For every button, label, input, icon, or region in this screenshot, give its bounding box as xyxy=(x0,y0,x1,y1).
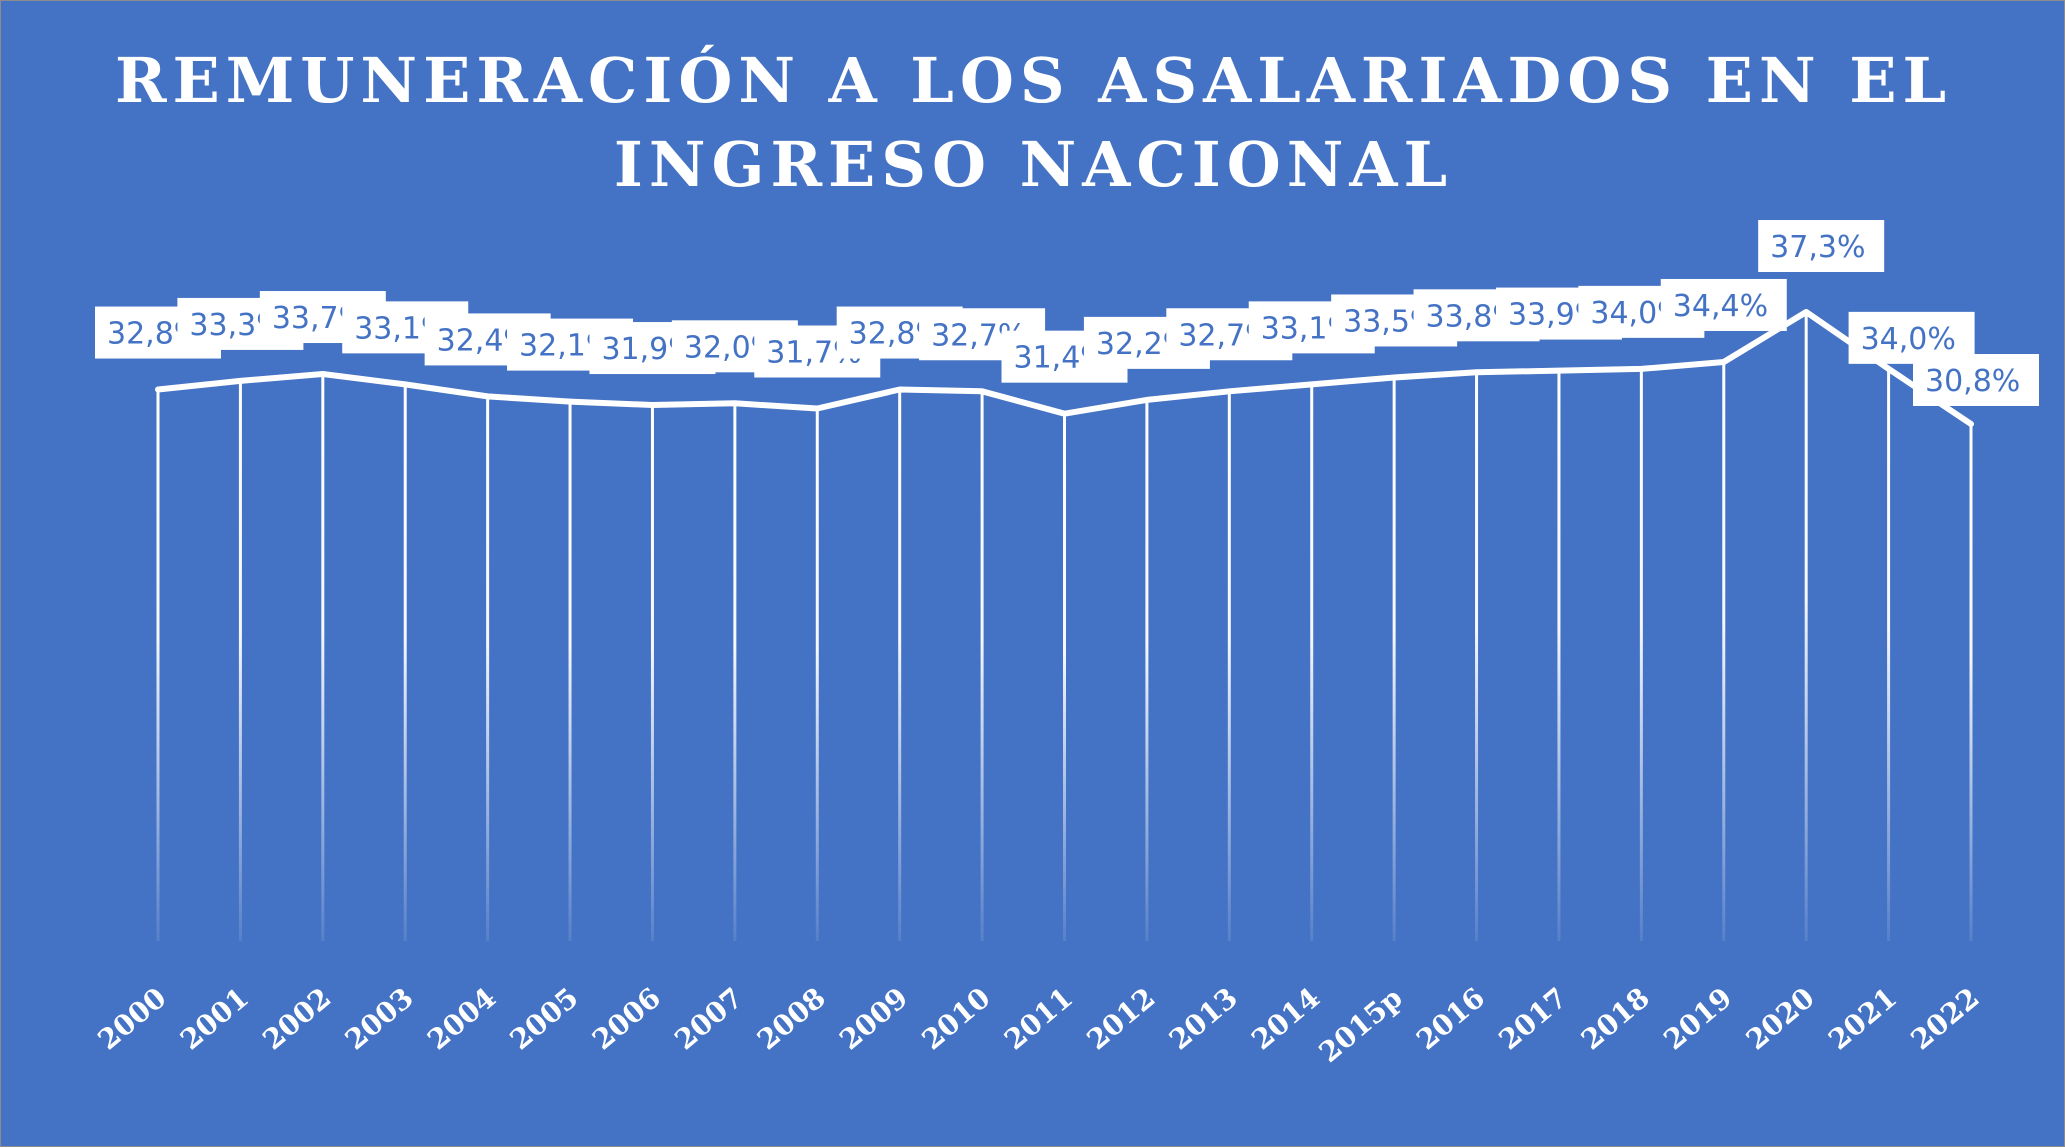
x-tick-label-2015p: 2015p xyxy=(1313,981,1409,1069)
category-axis: 2000 2001 2002 2003 2004 2005 2006 2007 2008 2009… xyxy=(92,981,1986,1069)
x-tick-label-2005: 2005 xyxy=(504,981,585,1056)
chart-title-line-2: INGRESO NACIONAL xyxy=(613,128,1454,201)
x-tick-label-2020: 2020 xyxy=(1740,981,1821,1056)
data-label-text: 37,3% xyxy=(1770,230,1865,265)
x-tick-label-2004: 2004 xyxy=(421,981,502,1056)
x-tick-label-2007: 2007 xyxy=(668,981,749,1056)
x-tick-label-2016: 2016 xyxy=(1410,981,1491,1056)
drop-line-2003 xyxy=(403,384,407,941)
x-tick-label-2010: 2010 xyxy=(916,981,997,1056)
x-tick-label-2022: 2022 xyxy=(1905,981,1986,1056)
series-line-group xyxy=(155,309,1974,427)
data-label-2019: 34,4% xyxy=(1660,278,1787,331)
drop-line-2001 xyxy=(238,380,242,941)
data-label-text: 34,4% xyxy=(1673,289,1768,324)
data-label-2020: 37,3% xyxy=(1758,220,1885,272)
drop-line-2007 xyxy=(733,403,737,941)
x-tick-label-2008: 2008 xyxy=(751,981,832,1056)
x-tick-label-2006: 2006 xyxy=(586,981,667,1056)
drop-line-2006 xyxy=(650,405,654,941)
drop-line-2010 xyxy=(980,391,984,941)
data-label-text: 30,8% xyxy=(1925,364,2020,399)
data-label-box xyxy=(1660,278,1787,331)
drop-line-2021 xyxy=(1887,368,1891,941)
drop-line-2017 xyxy=(1557,370,1561,942)
chart-title-line-1: REMUNERACIÓN A LOS ASALARIADOS EN EL xyxy=(114,44,1953,117)
x-tick-label-2013: 2013 xyxy=(1163,981,1244,1056)
x-tick-label-2012: 2012 xyxy=(1080,981,1161,1056)
x-tick-label-2001: 2001 xyxy=(174,981,255,1056)
drop-line-2002 xyxy=(321,374,325,941)
x-tick-label-2003: 2003 xyxy=(339,981,420,1056)
drop-lines xyxy=(156,312,1973,942)
drop-line-2022 xyxy=(1969,424,1973,941)
drop-line-2020 xyxy=(1804,312,1808,941)
drop-line-2019 xyxy=(1722,361,1726,941)
data-label-box xyxy=(1913,354,2039,406)
drop-line-2009 xyxy=(898,389,902,941)
drop-line-2000 xyxy=(156,389,160,941)
drop-line-2012 xyxy=(1145,399,1149,941)
chart-title: REMUNERACIÓN A LOS ASALARIADOS EN EL ING… xyxy=(1,39,2065,207)
drop-line-2014 xyxy=(1310,384,1314,941)
drop-line-2013 xyxy=(1227,391,1231,941)
x-tick-label-2011: 2011 xyxy=(998,981,1079,1056)
x-tick-label-2000: 2000 xyxy=(92,981,173,1056)
x-tick-label-2009: 2009 xyxy=(833,981,914,1056)
x-tick-label-2019: 2019 xyxy=(1657,981,1738,1056)
x-tick-label-2002: 2002 xyxy=(256,981,337,1056)
drop-line-2011 xyxy=(1063,413,1066,942)
drop-line-2016 xyxy=(1475,372,1479,941)
data-label-2022: 30,8% xyxy=(1913,354,2039,406)
x-tick-label-2017: 2017 xyxy=(1493,981,1574,1056)
drop-line-2018 xyxy=(1639,368,1643,941)
drop-line-2008 xyxy=(815,408,819,941)
data-label-box xyxy=(1758,220,1885,272)
drop-line-2004 xyxy=(486,396,490,941)
drop-line-2015p xyxy=(1392,377,1396,941)
drop-line-2005 xyxy=(568,401,572,942)
series-line xyxy=(155,309,1974,427)
x-tick-label-2021: 2021 xyxy=(1822,981,1903,1056)
data-labels: 32,8%33,3%33,7%33,1%32,4%32,1%31,9%32,0%… xyxy=(95,220,2039,406)
x-tick-label-2018: 2018 xyxy=(1575,981,1656,1056)
data-label-text: 34,0% xyxy=(1861,322,1956,357)
